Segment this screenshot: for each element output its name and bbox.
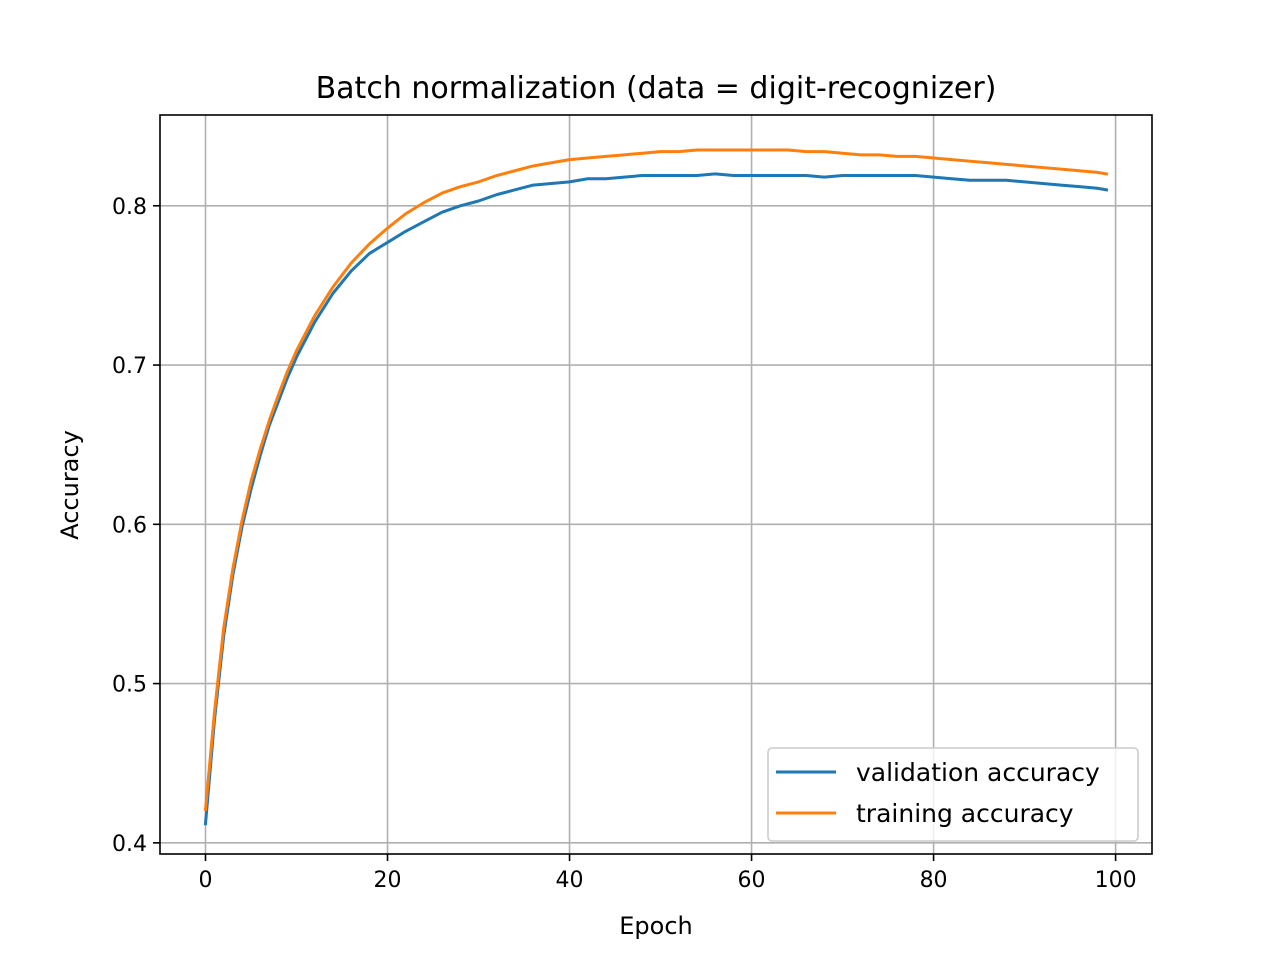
grid-lines bbox=[160, 115, 1152, 854]
legend-box bbox=[767, 747, 1139, 842]
legend-label-validation: validation accuracy bbox=[856, 758, 1100, 787]
legend-label-training: training accuracy bbox=[856, 799, 1074, 828]
y-tick-label: 0.7 bbox=[112, 354, 147, 379]
chart-title: Batch normalization (data = digit-recogn… bbox=[316, 71, 997, 106]
x-tick-label: 40 bbox=[556, 868, 584, 893]
x-tick-label: 20 bbox=[374, 868, 402, 893]
y-tick-label: 0.8 bbox=[112, 195, 147, 220]
series-line-validation-accuracy bbox=[203, 172, 1109, 826]
legend: validation accuracy training accuracy bbox=[767, 747, 1139, 842]
y-tick-label: 0.4 bbox=[112, 832, 147, 857]
x-tick-label: 100 bbox=[1095, 868, 1137, 893]
x-tick-label: 60 bbox=[738, 868, 766, 893]
series-layer bbox=[203, 148, 1109, 826]
plot-area-background bbox=[160, 115, 1152, 854]
plot-frame bbox=[159, 114, 1153, 855]
y-axis-label: Accuracy bbox=[56, 430, 84, 540]
series-line-training-accuracy bbox=[203, 148, 1109, 812]
x-tick-label: 0 bbox=[199, 868, 213, 893]
axis-ticks: 0 20 40 60 80 100 0.4 0.5 0.6 0.7 0.8 bbox=[112, 195, 1137, 893]
x-tick-label: 80 bbox=[920, 868, 948, 893]
y-tick-label: 0.6 bbox=[112, 513, 147, 538]
y-tick-label: 0.5 bbox=[112, 673, 147, 698]
x-axis-label: Epoch bbox=[619, 912, 693, 940]
